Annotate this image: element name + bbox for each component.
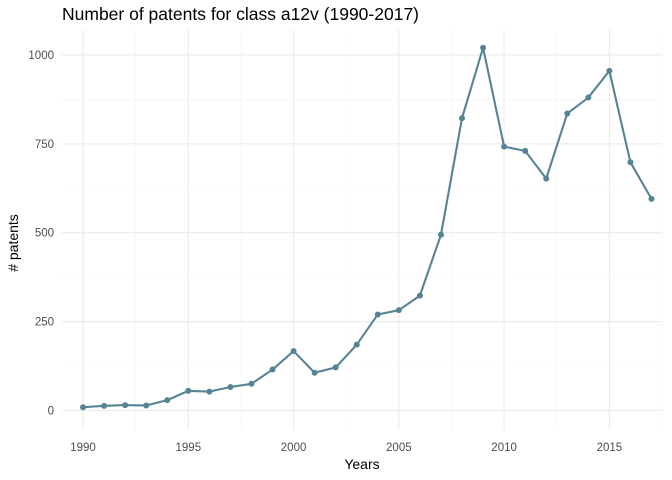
data-point [143,402,150,409]
y-tick-label: 250 [35,317,54,329]
x-tick-label: 2000 [281,442,307,454]
data-point [185,387,192,394]
major-y-gridlines [62,54,662,411]
data-point [248,380,255,387]
y-tick-label: 1000 [28,50,54,62]
data-point [332,364,339,371]
data-point [206,388,213,395]
y-tick-label: 0 [48,405,54,417]
x-tick-label: 2015 [597,442,623,454]
data-point [311,369,318,376]
x-tick-label: 1990 [70,442,96,454]
data-point [269,366,276,373]
data-point [627,159,634,166]
series-line [82,46,653,409]
data-point [501,143,508,150]
data-point [522,147,529,154]
x-tick-label: 2005 [386,442,412,454]
x-tick-label: 1995 [176,442,202,454]
data-point [480,44,487,51]
minor-y-gridlines [62,99,662,367]
data-point [606,67,613,74]
x-axis-title: Years [344,456,379,472]
x-tick-label: 2010 [491,442,517,454]
data-point [564,110,571,117]
data-point [374,311,381,318]
major-x-gridlines [82,30,610,430]
data-point [101,402,108,409]
data-point [122,402,129,409]
data-point [437,231,444,238]
data-point [353,341,360,348]
data-point [416,292,423,299]
data-point [543,175,550,182]
y-tick-label: 750 [35,139,54,151]
y-tick-label: 500 [35,228,54,240]
x-tick-labels: 1990 1995 2000 2005 2010 2015 [70,442,622,454]
data-point [227,383,234,390]
data-point [648,195,655,202]
y-axis-title: # patents [5,214,21,272]
data-point [459,115,465,122]
data-point [164,397,171,404]
chart-title: Number of patents for class a12v (1990-2… [62,4,419,24]
points-layer [80,44,655,411]
series-layer [82,46,653,409]
data-point [290,348,297,355]
minor-x-gridlines [135,30,663,430]
data-point [395,307,402,314]
y-tick-labels: 0 250 500 750 1000 [28,50,54,418]
data-point [80,404,87,411]
data-point [585,94,592,101]
